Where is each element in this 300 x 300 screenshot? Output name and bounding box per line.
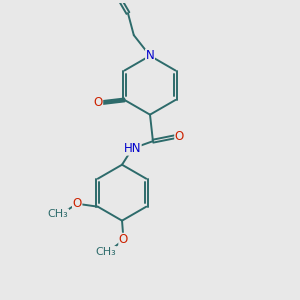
Text: O: O [119, 233, 128, 246]
Text: CH₃: CH₃ [95, 247, 116, 256]
Text: O: O [175, 130, 184, 143]
Text: HN: HN [124, 142, 141, 155]
Text: O: O [93, 96, 103, 110]
Text: O: O [73, 197, 82, 210]
Text: CH₃: CH₃ [48, 209, 68, 219]
Text: N: N [146, 49, 154, 62]
